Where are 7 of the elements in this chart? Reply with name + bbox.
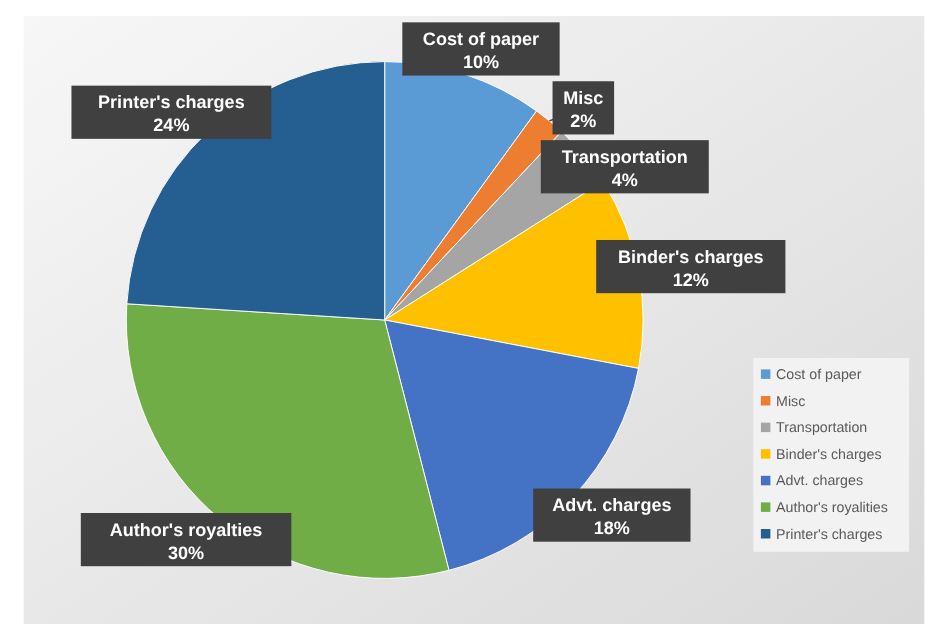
data-label: Binder's charges 12% [617, 246, 764, 290]
data-label: Misc 2% [563, 88, 604, 131]
data-label: Transportation 4% [561, 146, 688, 190]
data-label: Advt. charges 18% [552, 495, 672, 539]
data-label: Author's royalties 30% [109, 519, 263, 563]
data-label: Printer's charges 24% [98, 92, 245, 136]
data-label: Cost of paper 10% [422, 29, 541, 72]
